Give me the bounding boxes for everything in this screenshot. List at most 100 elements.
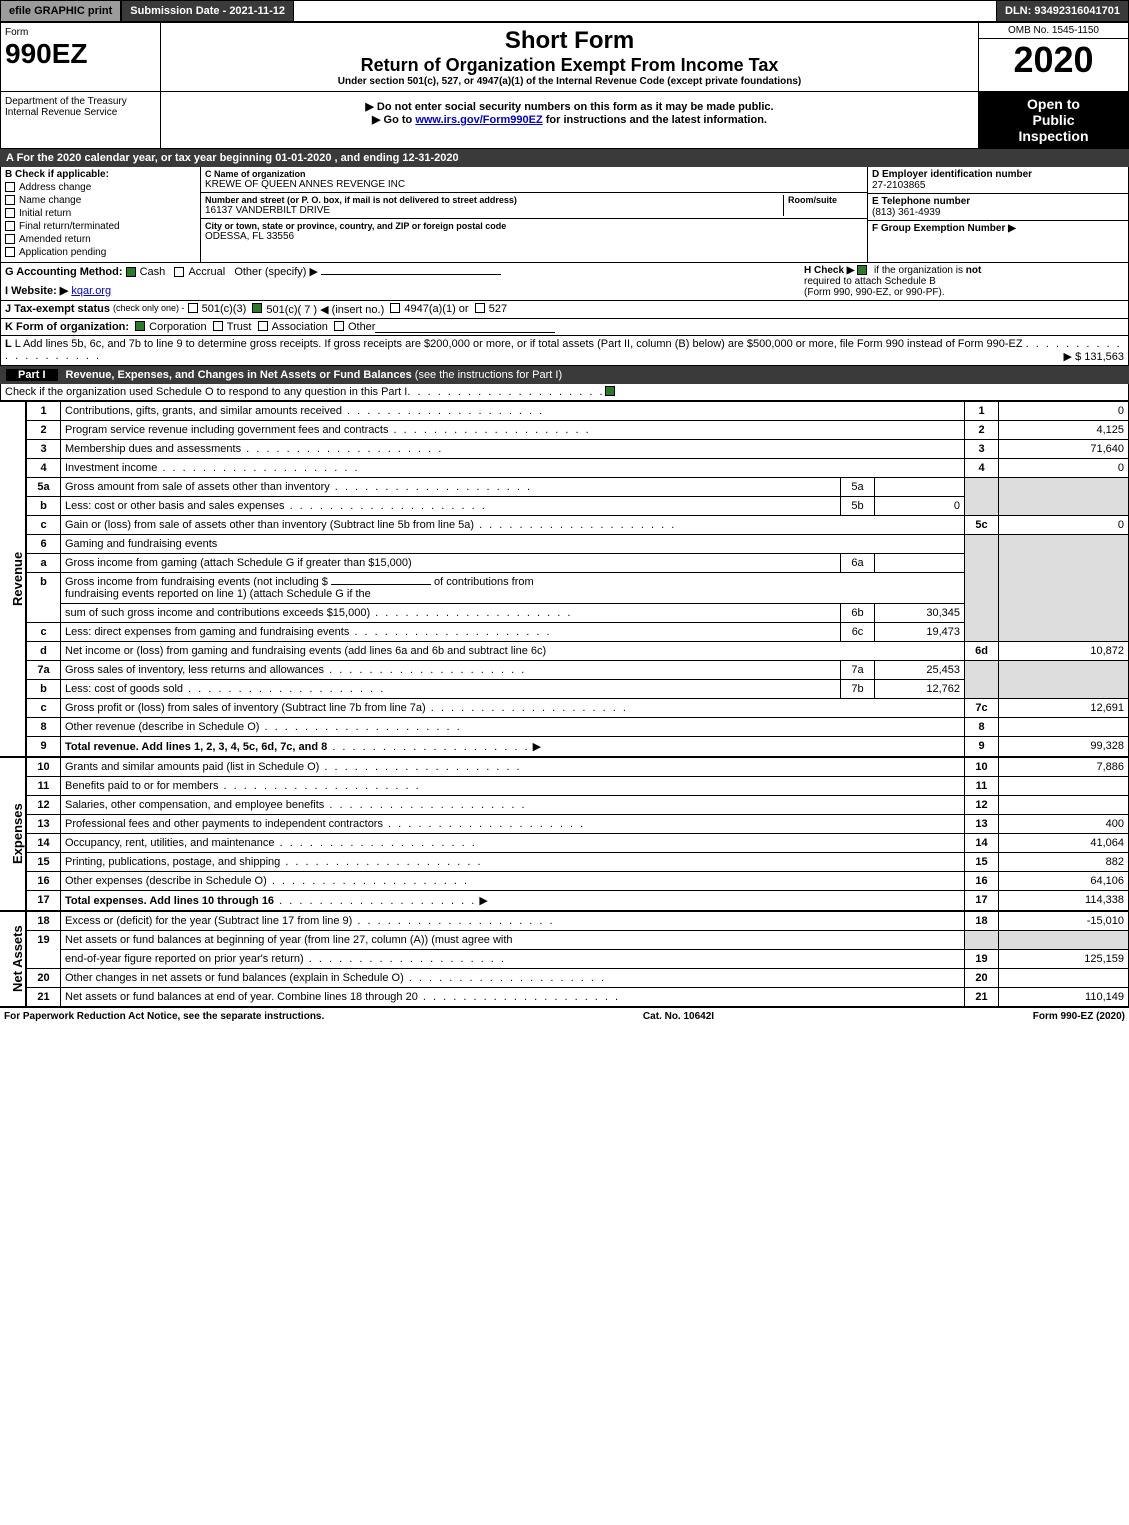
line13-amount: 400	[999, 815, 1129, 834]
checkbox-501c[interactable]	[252, 303, 262, 313]
checkbox-corporation[interactable]	[135, 321, 145, 331]
part1-title: Revenue, Expenses, and Changes in Net As…	[66, 369, 412, 381]
efile-print-button[interactable]: efile GRAPHIC print	[0, 0, 121, 22]
revenue-table: 1Contributions, gifts, grants, and simil…	[26, 401, 1129, 757]
line-g-h: G Accounting Method: Cash Accrual Other …	[0, 263, 1129, 301]
line1-amount: 0	[999, 402, 1129, 421]
line6b-amount: 30,345	[875, 604, 965, 623]
line3-amount: 71,640	[999, 440, 1129, 459]
irs-link[interactable]: www.irs.gov/Form990EZ	[415, 114, 542, 126]
city-label: City or town, state or province, country…	[205, 221, 863, 231]
website-link[interactable]: kqar.org	[71, 285, 111, 297]
phone-value: (813) 361-4939	[872, 207, 1124, 218]
title-main: Return of Organization Exempt From Incom…	[169, 55, 970, 76]
checkbox-address-change[interactable]	[5, 182, 15, 192]
sched-b-line3: (Form 990, 990-EZ, or 990-PF).	[804, 287, 1124, 298]
checkbox-association[interactable]	[258, 321, 268, 331]
room-label: Room/suite	[788, 195, 863, 205]
city-state-zip: ODESSA, FL 33556	[205, 231, 863, 242]
form-number: 990EZ	[5, 38, 156, 70]
ein-value: 27-2103865	[872, 180, 1124, 191]
checkbox-amended-return[interactable]	[5, 234, 15, 244]
open-public-3: Inspection	[983, 128, 1124, 144]
line7b-amount: 12,762	[875, 680, 965, 699]
tax-year: 2020	[979, 39, 1128, 81]
line10-amount: 7,886	[999, 758, 1129, 777]
ein-label: D Employer identification number	[872, 169, 1124, 180]
netassets-sidelabel: Net Assets	[0, 911, 26, 1007]
checkbox-other-org[interactable]	[334, 321, 344, 331]
line-l-text: L Add lines 5b, 6c, and 7b to line 9 to …	[15, 338, 1023, 350]
catalog-number: Cat. No. 10642I	[643, 1011, 714, 1022]
top-bar: efile GRAPHIC print Submission Date - 20…	[0, 0, 1129, 22]
netassets-table: 18Excess or (deficit) for the year (Subt…	[26, 911, 1129, 1007]
line21-amount: 110,149	[999, 988, 1129, 1007]
identification-section: B Check if applicable: Address change Na…	[0, 167, 1129, 263]
line6c-amount: 19,473	[875, 623, 965, 642]
line-j: J Tax-exempt status (check only one) - 5…	[0, 301, 1129, 319]
title-short-form: Short Form	[169, 27, 970, 55]
line18-amount: -15,010	[999, 912, 1129, 931]
accounting-method-label: G Accounting Method:	[5, 266, 123, 278]
line5c-amount: 0	[999, 516, 1129, 535]
line4-amount: 0	[999, 459, 1129, 478]
paperwork-notice: For Paperwork Reduction Act Notice, see …	[4, 1011, 324, 1022]
goto-line: ▶ Go to www.irs.gov/Form990EZ for instru…	[169, 113, 970, 126]
sched-b-line2: required to attach Schedule B	[804, 276, 1124, 287]
group-exemption-label: F Group Exemption Number ▶	[872, 223, 1124, 234]
form-header: Form 990EZ Short Form Return of Organiza…	[0, 22, 1129, 92]
gross-receipts-amount: ▶ $ 131,563	[1064, 350, 1124, 363]
org-name-label: C Name of organization	[205, 169, 863, 179]
ssn-warning: ▶ Do not enter social security numbers o…	[169, 100, 970, 113]
dept-line1: Department of the Treasury	[5, 96, 156, 107]
street-address: 16137 VANDERBILT DRIVE	[205, 205, 783, 216]
section-b-head: B Check if applicable:	[5, 169, 196, 180]
calendar-year-strip: A For the 2020 calendar year, or tax yea…	[0, 149, 1129, 167]
checkbox-527[interactable]	[475, 303, 485, 313]
line19-amount: 125,159	[999, 950, 1129, 969]
checkbox-cash[interactable]	[126, 267, 136, 277]
dept-line2: Internal Revenue Service	[5, 107, 156, 118]
line9-total-revenue: 99,328	[999, 737, 1129, 757]
page-footer: For Paperwork Reduction Act Notice, see …	[0, 1007, 1129, 1025]
checkbox-501c3[interactable]	[188, 303, 198, 313]
checkbox-initial-return[interactable]	[5, 208, 15, 218]
org-name: KREWE OF QUEEN ANNES REVENGE INC	[205, 179, 863, 190]
checkbox-4947[interactable]	[390, 303, 400, 313]
checkbox-trust[interactable]	[213, 321, 223, 331]
line15-amount: 882	[999, 853, 1129, 872]
dept-instructions-row: Department of the Treasury Internal Reve…	[0, 92, 1129, 149]
checkbox-final-return[interactable]	[5, 221, 15, 231]
part1-num: Part I	[6, 369, 58, 381]
phone-label: E Telephone number	[872, 196, 1124, 207]
line7c-amount: 12,691	[999, 699, 1129, 718]
open-public-2: Public	[983, 112, 1124, 128]
revenue-sidelabel: Revenue	[0, 401, 26, 757]
part1-check-o: Check if the organization used Schedule …	[0, 384, 1129, 401]
checkbox-accrual[interactable]	[174, 267, 184, 277]
line-k: K Form of organization: Corporation Trus…	[0, 319, 1129, 336]
line-l: L L Add lines 5b, 6c, and 7b to line 9 t…	[0, 336, 1129, 366]
part1-header: Part I Revenue, Expenses, and Changes in…	[0, 366, 1129, 384]
submission-date: Submission Date - 2021-11-12	[121, 0, 294, 22]
checkbox-schedule-o[interactable]	[605, 386, 615, 396]
checkbox-schedule-b[interactable]	[857, 265, 867, 275]
line6d-amount: 10,872	[999, 642, 1129, 661]
omb-number: OMB No. 1545-1150	[979, 23, 1128, 39]
website-label: I Website: ▶	[5, 285, 68, 297]
title-subtitle: Under section 501(c), 527, or 4947(a)(1)…	[169, 76, 970, 87]
expenses-table: 10Grants and similar amounts paid (list …	[26, 757, 1129, 911]
line16-amount: 64,106	[999, 872, 1129, 891]
checkbox-application-pending[interactable]	[5, 247, 15, 257]
form-label: Form	[5, 27, 156, 38]
line2-amount: 4,125	[999, 421, 1129, 440]
dln: DLN: 93492316041701	[996, 0, 1129, 22]
line17-total-expenses: 114,338	[999, 891, 1129, 911]
expenses-sidelabel: Expenses	[0, 757, 26, 911]
form-footer: Form 990-EZ (2020)	[1033, 1011, 1125, 1022]
checkbox-name-change[interactable]	[5, 195, 15, 205]
line7a-amount: 25,453	[875, 661, 965, 680]
line5b-amount: 0	[875, 497, 965, 516]
open-public-1: Open to	[983, 96, 1124, 112]
addr-label: Number and street (or P. O. box, if mail…	[205, 195, 783, 205]
